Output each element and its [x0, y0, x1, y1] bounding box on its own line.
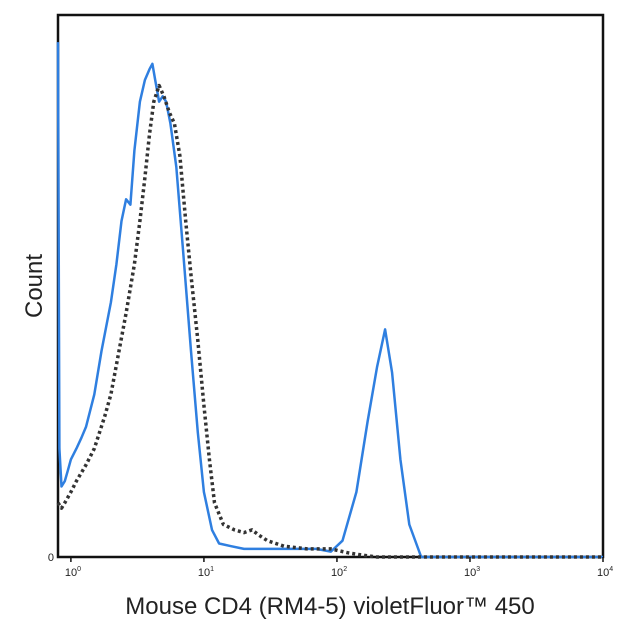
x-tick-label: 100 — [65, 566, 81, 579]
x-tick-label: 101 — [198, 566, 214, 579]
tick-layer: 100 101 102 103 104 0 — [48, 552, 613, 579]
series-line-dashed — [56, 83, 603, 559]
y-tick-label: 0 — [48, 552, 54, 564]
x-tick-label: 104 — [597, 566, 613, 579]
series-layer — [56, 42, 603, 559]
plot-frame — [56, 13, 605, 559]
x-tick-label: 102 — [331, 566, 347, 579]
x-tick-label: 103 — [464, 566, 480, 579]
x-axis-title: Mouse CD4 (RM4-5) violetFluor™ 450 — [125, 593, 534, 620]
y-axis-title: Count — [21, 254, 48, 318]
series-line-solid — [56, 42, 603, 559]
